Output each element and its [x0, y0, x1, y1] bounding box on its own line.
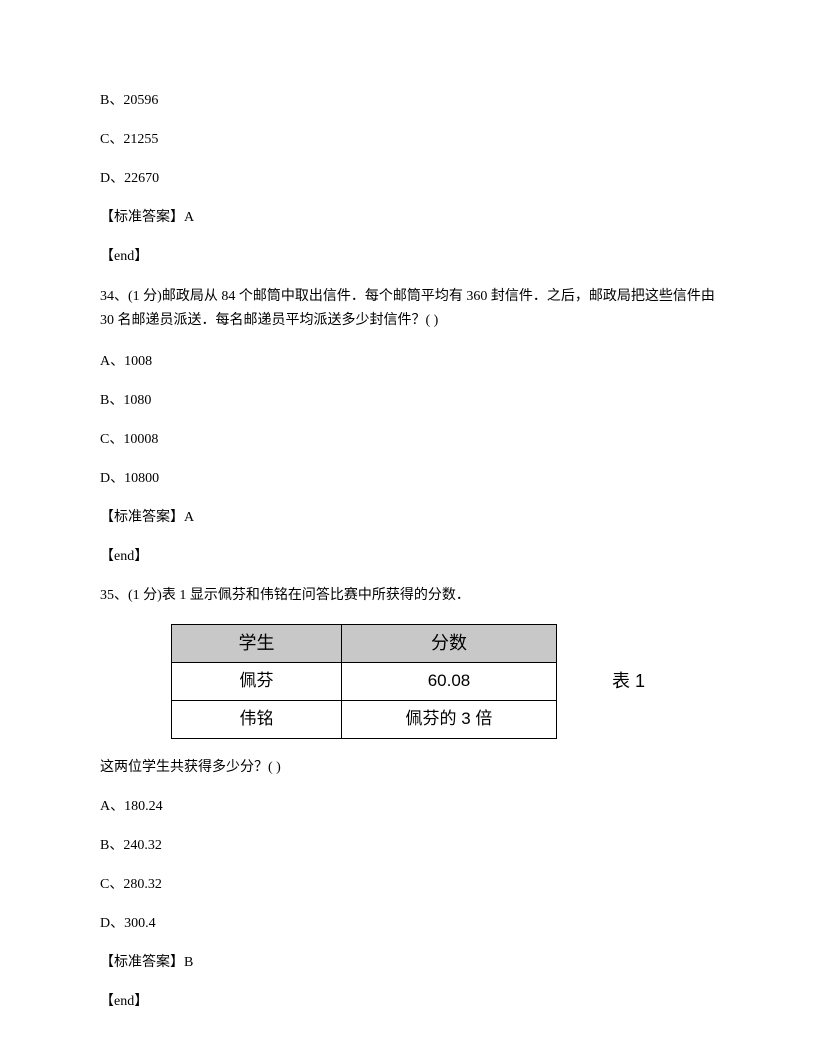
q35-answer: 【标准答案】B [100, 952, 716, 973]
answer-label: 【标准答案】 [100, 210, 184, 225]
table-header-row: 学生 分数 [171, 624, 556, 662]
answer-label: 【标准答案】 [100, 955, 184, 970]
q34-stem: 34、(1 分)邮政局从 84 个邮筒中取出信件．每个邮筒平均有 360 封信件… [100, 285, 716, 333]
q34-option-a: A、1008 [100, 351, 716, 372]
q35-table-label: 表 1 [612, 668, 645, 695]
answer-label: 【标准答案】 [100, 510, 184, 525]
q33-option-b: B、20596 [100, 90, 716, 111]
q35-option-c: C、280.32 [100, 874, 716, 895]
table-cell-student: 佩芬 [171, 662, 341, 700]
q35-stem: 35、(1 分)表 1 显示佩芬和伟铭在问答比赛中所获得的分数． [100, 585, 716, 606]
q33-answer: 【标准答案】A [100, 207, 716, 228]
q33-option-d: D、22670 [100, 168, 716, 189]
q34-option-c: C、10008 [100, 429, 716, 450]
answer-value: B [184, 955, 193, 970]
answer-value: A [184, 210, 194, 225]
table-cell-score: 60.08 [341, 662, 556, 700]
q34-end: 【end】 [100, 546, 716, 567]
q35-subq: 这两位学生共获得多少分？( ) [100, 757, 716, 778]
q34-option-b: B、1080 [100, 390, 716, 411]
q35-option-b: B、240.32 [100, 835, 716, 856]
q33-option-c: C、21255 [100, 129, 716, 150]
table-row: 佩芬 60.08 [171, 662, 556, 700]
q34-option-d: D、10800 [100, 468, 716, 489]
table-cell-student: 伟铭 [171, 700, 341, 738]
answer-value: A [184, 510, 194, 525]
q35-option-a: A、180.24 [100, 796, 716, 817]
q35-score-table: 学生 分数 佩芬 60.08 伟铭 佩芬的 3 倍 [171, 624, 557, 739]
q35-table-wrap: 学生 分数 佩芬 60.08 伟铭 佩芬的 3 倍 表 1 [100, 624, 716, 739]
q33-end: 【end】 [100, 246, 716, 267]
table-row: 伟铭 佩芬的 3 倍 [171, 700, 556, 738]
q35-option-d: D、300.4 [100, 913, 716, 934]
q35-end: 【end】 [100, 991, 716, 1012]
table-header-student: 学生 [171, 624, 341, 662]
q34-answer: 【标准答案】A [100, 507, 716, 528]
table-cell-score: 佩芬的 3 倍 [341, 700, 556, 738]
table-header-score: 分数 [341, 624, 556, 662]
